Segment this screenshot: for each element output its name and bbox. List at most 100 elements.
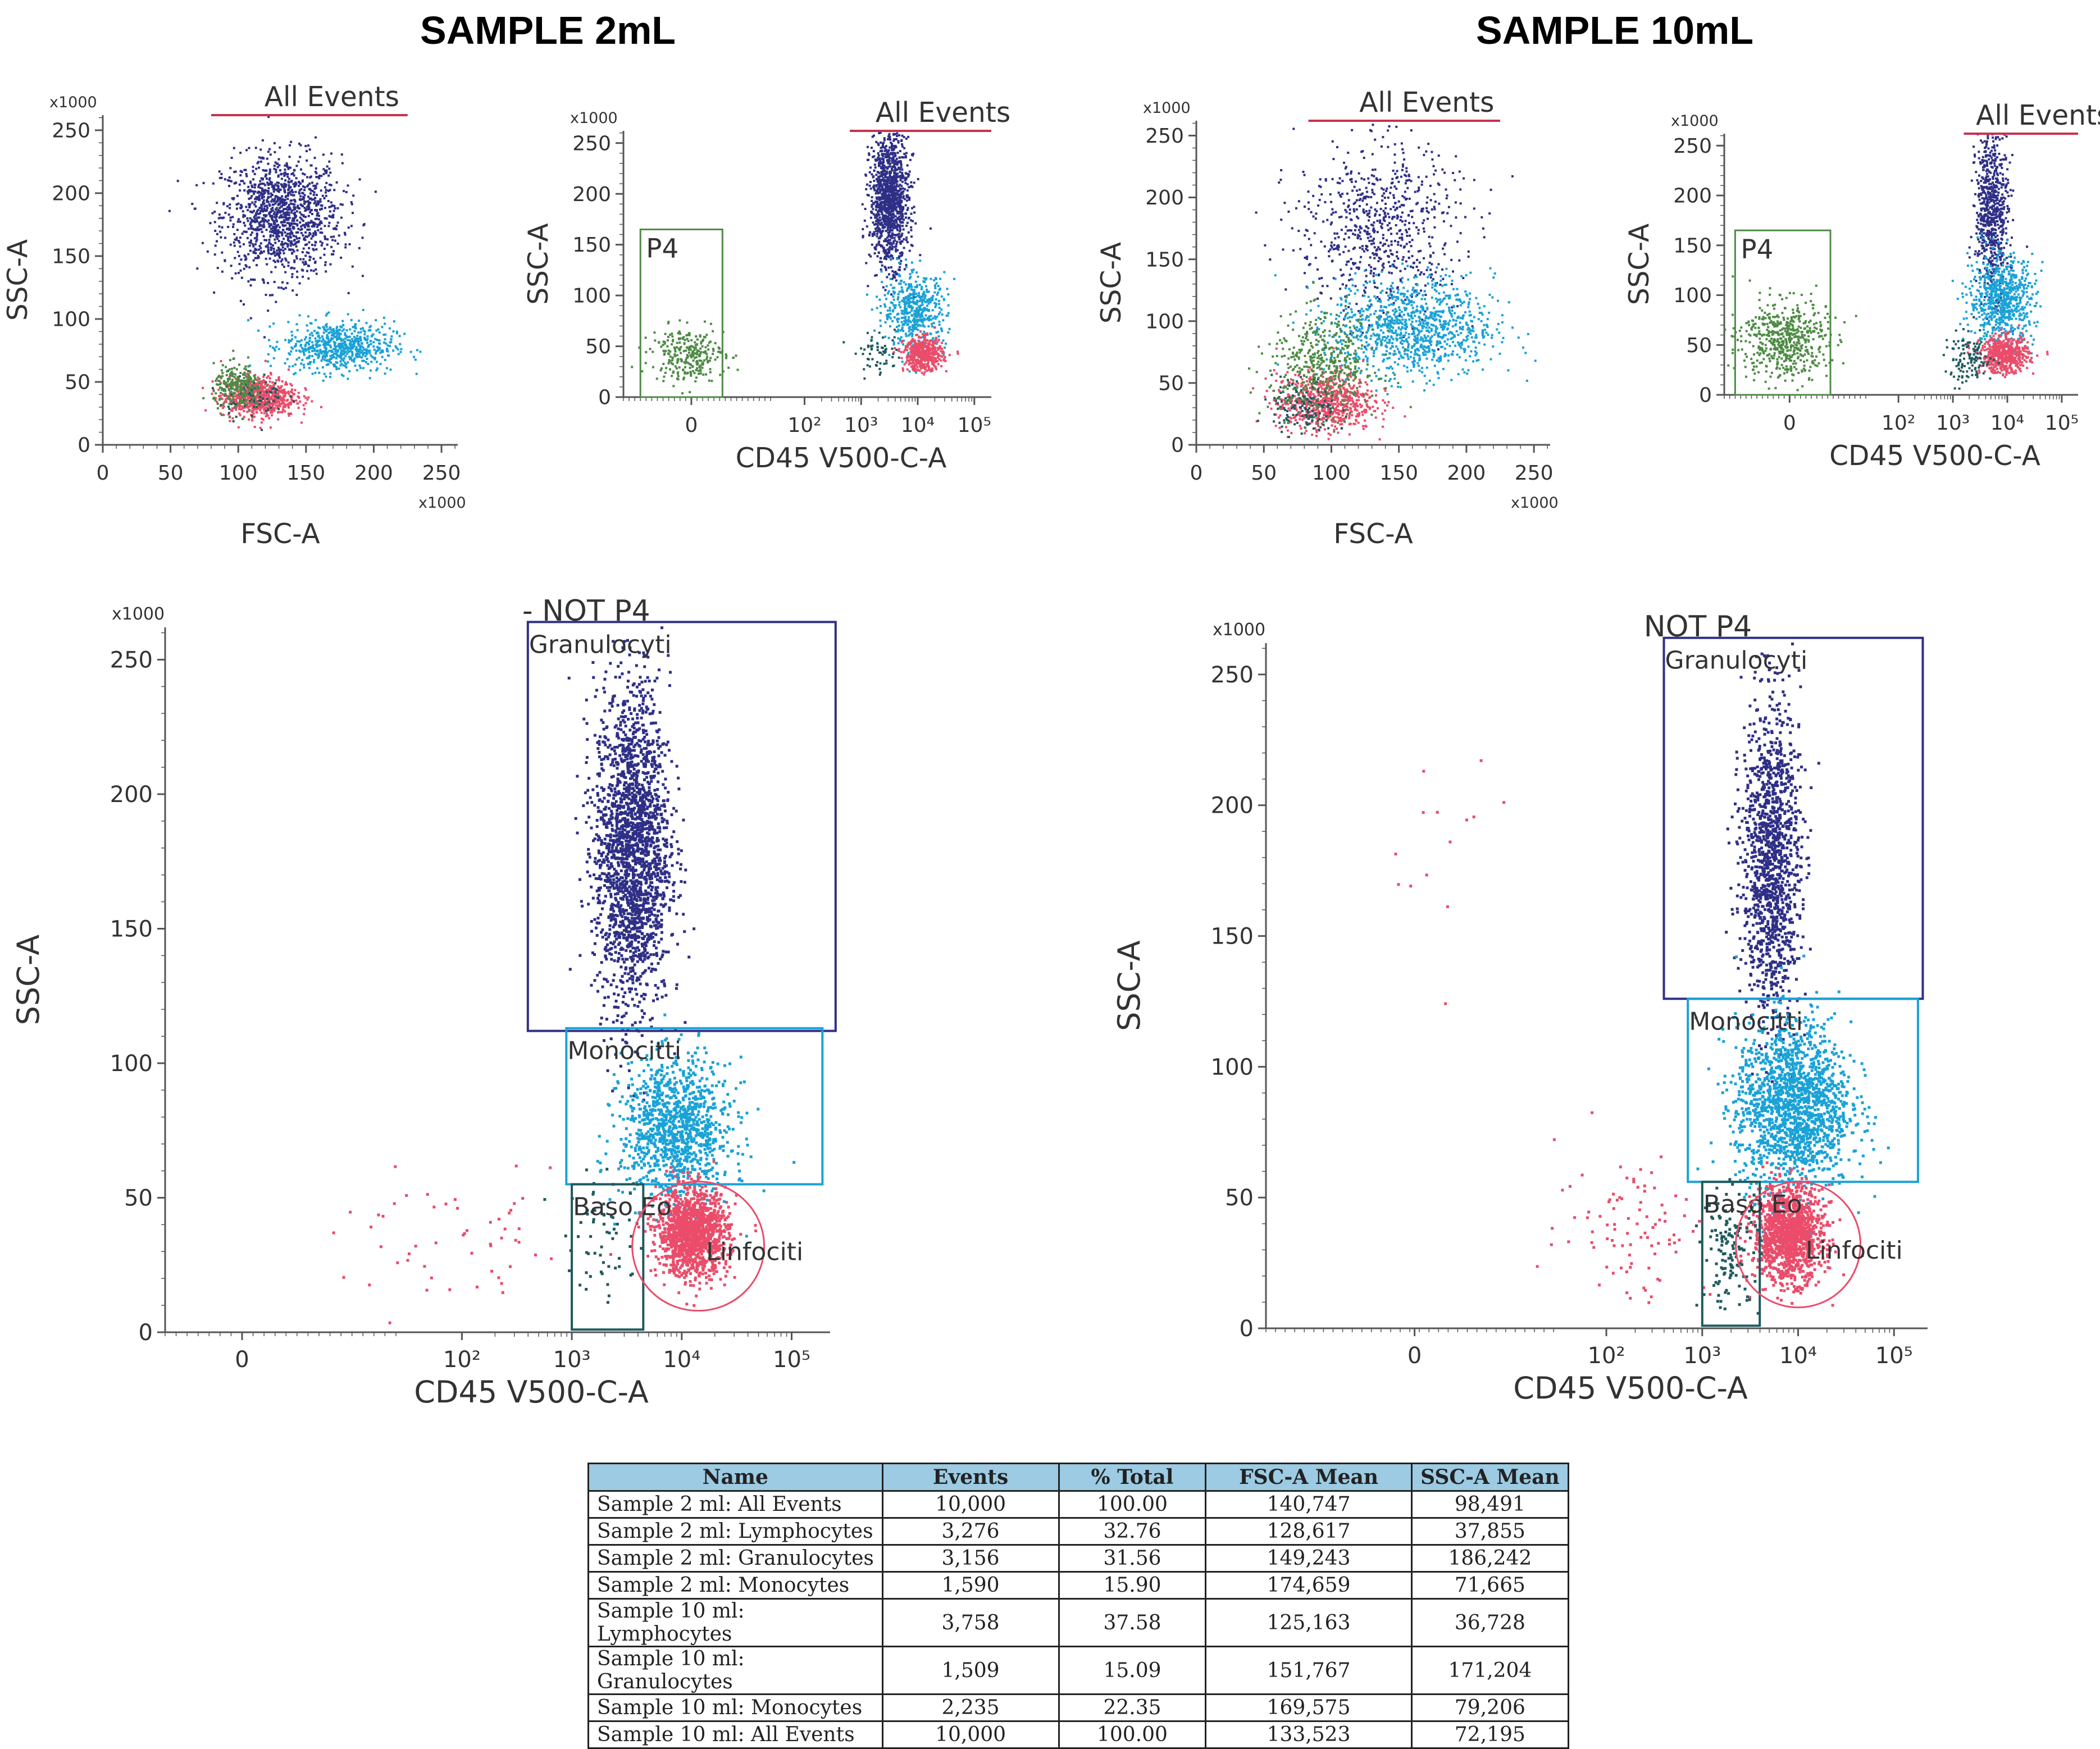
event-point (202, 387, 204, 389)
event-point (871, 147, 873, 149)
event-point (898, 268, 900, 271)
event-point (892, 192, 895, 194)
event-point (316, 210, 318, 212)
event-point (348, 292, 350, 294)
event-point (196, 267, 198, 270)
event-point (287, 391, 289, 394)
event-point (878, 252, 880, 254)
event-point (298, 193, 300, 195)
event-point (263, 374, 266, 376)
event-point (295, 177, 298, 179)
event-point (341, 153, 343, 156)
event-point (357, 331, 359, 334)
event-point (931, 323, 933, 325)
event-point (256, 198, 258, 201)
data-points (168, 116, 421, 431)
event-point (355, 355, 357, 357)
event-point (274, 222, 276, 225)
event-point (300, 232, 303, 234)
event-point (350, 225, 353, 227)
event-point (294, 184, 297, 186)
event-point (265, 294, 267, 296)
event-point (262, 169, 265, 171)
event-point (280, 173, 283, 175)
event-point (901, 175, 903, 177)
event-point (221, 372, 224, 374)
event-point (909, 328, 911, 330)
event-point (228, 403, 230, 405)
event-point (235, 416, 238, 418)
event-point (263, 239, 266, 241)
event-point (903, 147, 905, 149)
event-point (261, 429, 263, 431)
event-point (268, 222, 270, 225)
event-point (304, 201, 307, 203)
event-point (233, 420, 235, 422)
event-point (268, 339, 270, 341)
event-point (289, 225, 291, 227)
event-point (315, 136, 317, 139)
event-point (878, 154, 880, 157)
event-point (899, 199, 901, 201)
event-point (312, 373, 314, 375)
event-point (362, 224, 365, 226)
event-point (949, 354, 951, 356)
event-point (881, 196, 883, 198)
event-point (319, 344, 321, 347)
event-point (321, 208, 323, 210)
y-tick-label: 200 (572, 183, 611, 206)
event-point (240, 258, 242, 261)
event-point (393, 330, 395, 333)
event-point (279, 390, 281, 392)
event-point (291, 276, 293, 278)
event-point (309, 256, 312, 258)
event-point (231, 277, 233, 280)
event-point (243, 410, 245, 412)
event-point (249, 181, 252, 183)
event-point (262, 139, 264, 142)
event-point (298, 240, 300, 243)
event-point (249, 392, 251, 394)
event-point (879, 320, 881, 322)
event-point (930, 227, 932, 230)
event-point (917, 178, 919, 180)
event-point (377, 348, 380, 350)
event-point (330, 362, 332, 364)
event-point (908, 199, 910, 201)
event-point (230, 180, 233, 183)
event-point (903, 153, 905, 155)
event-point (305, 336, 307, 339)
event-point (894, 185, 896, 188)
event-point (292, 393, 294, 395)
event-point (213, 292, 215, 294)
event-point (879, 189, 881, 191)
event-point (211, 393, 213, 395)
event-point (880, 219, 882, 221)
event-point (232, 399, 234, 401)
event-point (278, 240, 280, 242)
x-tick-label: 10⁴ (901, 414, 935, 437)
event-point (265, 258, 267, 260)
y-tick-label: 200 (52, 183, 90, 206)
event-point (876, 235, 878, 238)
event-point (899, 291, 901, 293)
event-point (290, 395, 292, 398)
event-point (269, 168, 271, 171)
event-point (271, 414, 273, 416)
event-point (334, 228, 336, 230)
event-point (297, 249, 299, 252)
event-point (911, 329, 913, 331)
event-point (872, 221, 874, 224)
event-point (906, 241, 909, 243)
event-point (270, 249, 272, 251)
event-point (230, 244, 232, 246)
event-point (229, 220, 231, 222)
event-point (313, 194, 315, 196)
event-point (903, 136, 905, 138)
event-point (293, 240, 295, 242)
event-point (301, 198, 303, 201)
event-point (906, 289, 908, 292)
event-point (906, 189, 909, 192)
event-point (900, 166, 903, 168)
